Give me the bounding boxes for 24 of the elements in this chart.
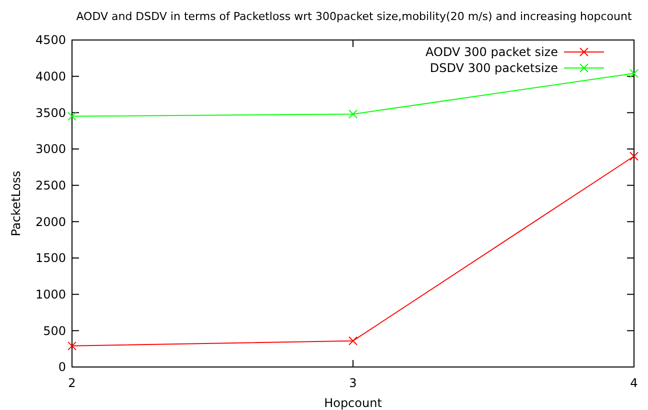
y-tick-label: 3000 <box>35 142 66 156</box>
y-tick-label: 1000 <box>35 288 66 302</box>
chart-title: AODV and DSDV in terms of Packetloss wrt 300packet size,mobility(20 m/s) and increasing hopcount <box>76 10 632 23</box>
legend-label: DSDV 300 packetsize <box>430 61 558 76</box>
point <box>68 112 76 121</box>
y-tick-label: 2000 <box>35 214 66 229</box>
y-tick-label: 0 <box>58 360 66 374</box>
point <box>630 152 638 161</box>
y-tick-label: 500 <box>43 324 66 338</box>
x-tick-label: 2 <box>68 376 76 390</box>
y-tick-label: 1500 <box>35 251 66 266</box>
x-tick-label: 4 <box>630 376 638 390</box>
point <box>68 341 76 350</box>
x-axis-title: Hopcount <box>324 396 382 410</box>
y-tick-label: 2500 <box>35 178 66 193</box>
point <box>630 68 638 78</box>
x-tick-label: 3 <box>349 376 357 390</box>
y-tick-label: 4000 <box>35 70 66 84</box>
y-axis-title: PacketLoss <box>9 170 23 236</box>
legend-label: AODV 300 packet size <box>426 45 558 60</box>
y-tick-label: 4500 <box>35 33 66 48</box>
point <box>348 336 358 346</box>
point <box>348 110 358 119</box>
y-tick-label: 3500 <box>35 106 66 120</box>
